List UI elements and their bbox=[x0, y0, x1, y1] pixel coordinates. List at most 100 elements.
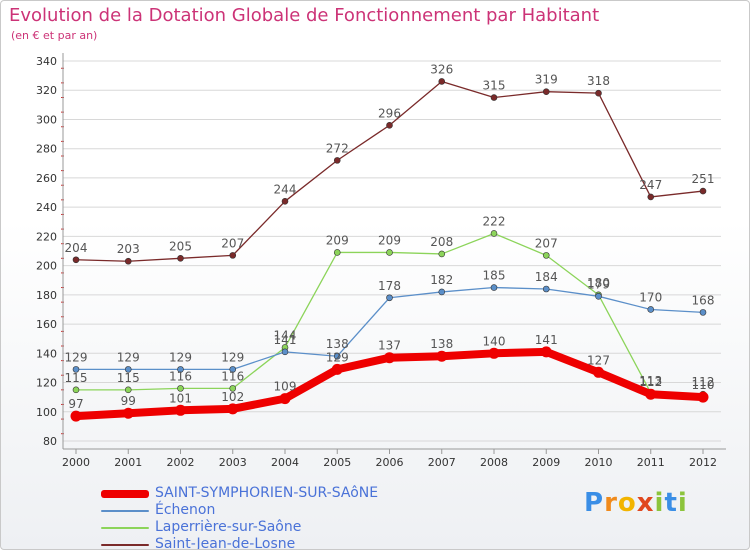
data-point bbox=[72, 256, 80, 264]
data-point bbox=[72, 366, 80, 373]
data-point bbox=[386, 122, 393, 129]
x-tick-label: 2007 bbox=[428, 456, 456, 469]
data-point bbox=[595, 293, 602, 300]
data-label: 138 bbox=[326, 337, 349, 351]
data-label: 178 bbox=[378, 279, 401, 293]
data-point bbox=[331, 363, 343, 375]
data-label: 129 bbox=[169, 350, 192, 364]
data-label: 272 bbox=[326, 141, 349, 155]
x-tick-label: 2010 bbox=[585, 456, 613, 469]
data-label: 319 bbox=[535, 73, 558, 87]
y-tick-label: 80 bbox=[43, 435, 57, 448]
y-tick-label: 280 bbox=[36, 143, 57, 156]
y-tick-label: 120 bbox=[36, 377, 57, 390]
data-point bbox=[227, 403, 239, 415]
data-label: 315 bbox=[483, 79, 506, 93]
data-point bbox=[645, 388, 657, 400]
data-point bbox=[540, 346, 552, 358]
data-label: 101 bbox=[169, 391, 192, 405]
data-label: 137 bbox=[378, 339, 401, 353]
data-label: 141 bbox=[535, 333, 558, 347]
data-label: 129 bbox=[117, 350, 140, 364]
y-tick-label: 140 bbox=[36, 347, 57, 360]
y-tick-label: 160 bbox=[36, 318, 57, 331]
data-label: 203 bbox=[117, 242, 140, 256]
y-tick-label: 180 bbox=[36, 289, 57, 302]
data-point bbox=[333, 352, 341, 360]
data-label: 170 bbox=[639, 290, 662, 304]
x-tick-label: 2002 bbox=[167, 456, 195, 469]
data-label: 127 bbox=[587, 353, 610, 367]
data-point bbox=[124, 366, 132, 373]
data-label: 168 bbox=[692, 293, 715, 307]
data-label: 184 bbox=[535, 270, 558, 284]
legend-item-laperriere: Laperrière-sur-Saône bbox=[101, 519, 378, 536]
data-point bbox=[438, 250, 446, 258]
data-point bbox=[595, 89, 602, 97]
data-point bbox=[279, 393, 291, 405]
data-point bbox=[438, 78, 446, 85]
data-point bbox=[229, 252, 237, 259]
chart-title: Evolution de la Dotation Globale de Fonc… bbox=[9, 5, 600, 26]
y-tick-label: 320 bbox=[36, 84, 57, 97]
data-point bbox=[333, 249, 341, 256]
data-label: 141 bbox=[274, 333, 297, 347]
data-label: 208 bbox=[430, 235, 453, 249]
data-point bbox=[697, 391, 709, 403]
chart-subtitle: (en € et par an) bbox=[11, 29, 98, 42]
data-label: 112 bbox=[639, 375, 662, 389]
data-label: 182 bbox=[430, 273, 453, 287]
x-tick-label: 2008 bbox=[480, 456, 508, 469]
legend: SAINT-SYMPHORIEN-SUR-SAôNE Échenon Laper… bbox=[101, 485, 378, 550]
proxiti-logo: Proxiti bbox=[584, 488, 688, 518]
y-tick-label: 240 bbox=[36, 201, 57, 214]
y-tick-label: 340 bbox=[36, 55, 57, 68]
x-tick-label: 2011 bbox=[637, 456, 665, 469]
grid-lines bbox=[63, 60, 721, 442]
data-point bbox=[647, 306, 655, 313]
data-point bbox=[542, 285, 550, 293]
axes bbox=[61, 53, 726, 454]
data-point bbox=[281, 198, 289, 205]
y-tick-label: 260 bbox=[36, 172, 57, 185]
data-point bbox=[124, 257, 132, 265]
y-tick-label: 220 bbox=[36, 230, 57, 243]
data-label: 209 bbox=[378, 233, 401, 247]
data-point bbox=[699, 187, 707, 195]
data-point bbox=[647, 193, 655, 201]
x-tick-label: 2004 bbox=[271, 456, 299, 469]
data-label: 99 bbox=[121, 394, 136, 408]
legend-swatch bbox=[101, 526, 149, 529]
data-point bbox=[542, 88, 550, 95]
legend-item-saint-symphorien: SAINT-SYMPHORIEN-SUR-SAôNE bbox=[101, 485, 378, 502]
data-label: 204 bbox=[65, 241, 88, 255]
data-point bbox=[281, 348, 289, 356]
data-label: 112 bbox=[692, 375, 715, 389]
legend-item-echenon: Échenon bbox=[101, 502, 378, 519]
x-tick-label: 2001 bbox=[114, 456, 142, 469]
y-tick-labels: 80 100 120 140 160 180 200 220 240 260 280 300 320 34… bbox=[36, 55, 57, 448]
y-tick-label: 100 bbox=[36, 406, 57, 419]
data-label: 222 bbox=[483, 214, 506, 228]
data-label: 113 bbox=[639, 374, 662, 388]
y-tick-label: 300 bbox=[36, 113, 57, 126]
data-point bbox=[72, 386, 80, 394]
data-point bbox=[229, 385, 237, 392]
data-label: 247 bbox=[639, 178, 662, 192]
series-group bbox=[70, 78, 709, 422]
legend-label: Échenon bbox=[155, 502, 216, 518]
data-point bbox=[122, 407, 134, 419]
data-label: 205 bbox=[169, 239, 192, 253]
data-point bbox=[177, 385, 184, 392]
legend-label: Saint-Jean-de-Losne bbox=[155, 536, 296, 550]
data-label: 102 bbox=[221, 390, 244, 404]
data-point bbox=[333, 157, 341, 164]
data-label: 129 bbox=[65, 350, 88, 364]
x-tick-label: 2000 bbox=[62, 456, 90, 469]
data-point bbox=[384, 352, 395, 364]
data-point bbox=[490, 284, 498, 291]
data-label: 144 bbox=[274, 328, 297, 342]
data-point bbox=[175, 404, 186, 416]
